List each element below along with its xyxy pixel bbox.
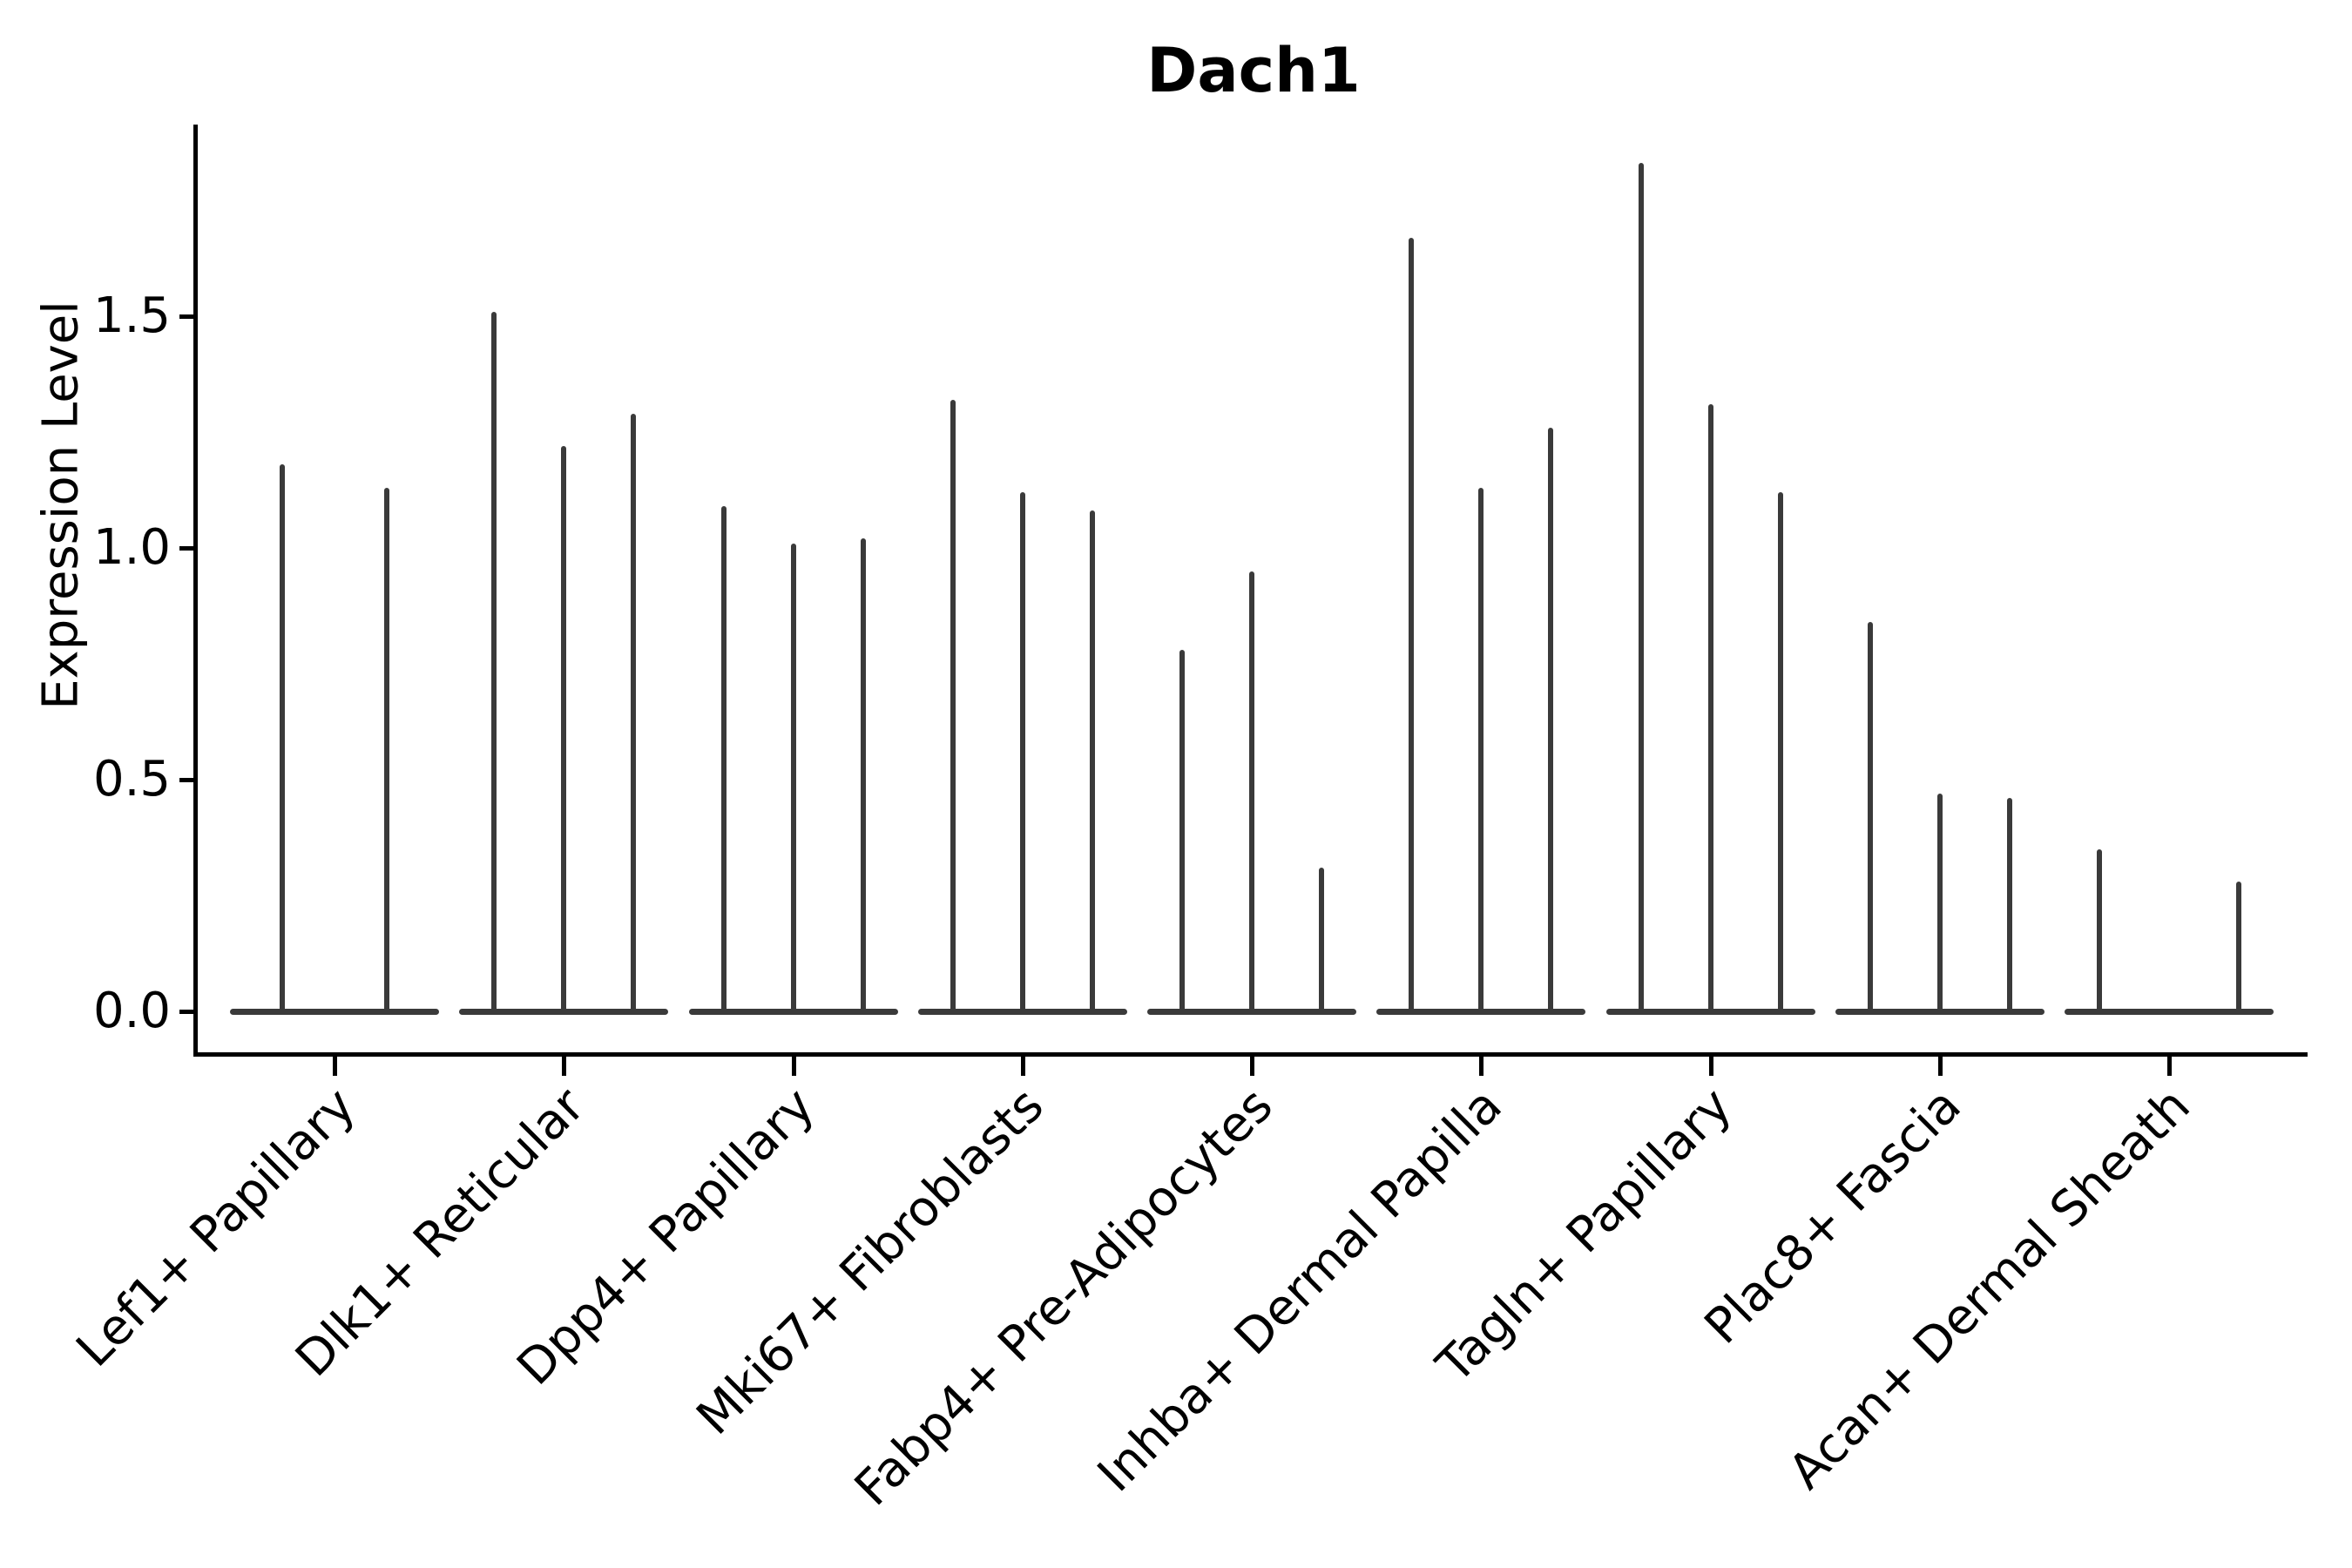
violin-spike (1409, 238, 1415, 1014)
violin-spike (1019, 492, 1025, 1014)
violin-spike (2006, 798, 2012, 1014)
violin-spike (1638, 163, 1644, 1014)
violin-spike (1249, 571, 1254, 1014)
violin-spike (631, 414, 637, 1014)
violin-spike (1089, 510, 1095, 1014)
x-tick-label: Acan+ Dermal Sheath (1778, 1077, 2201, 1501)
violin-spike (1707, 404, 1713, 1014)
chart-title: Dach1 (1146, 35, 1361, 106)
violin-spike (1936, 794, 1943, 1014)
violin-spike (720, 506, 727, 1014)
violin-spike (950, 400, 956, 1014)
violin-spike (1777, 492, 1783, 1014)
y-tick-label: 0.0 (92, 983, 171, 1039)
violin-spike (1478, 488, 1484, 1014)
violin-spike (280, 464, 285, 1014)
x-tick-label: Fabp4+ Pre-Adipocytes (844, 1077, 1284, 1517)
x-tick-mark (2167, 1057, 2172, 1076)
violin-spike (491, 312, 497, 1014)
y-tick-mark (179, 778, 193, 782)
y-tick-label: 0.5 (92, 751, 171, 808)
violin-base (2065, 1009, 2274, 1015)
x-tick-mark (1708, 1057, 1713, 1076)
violin-spike (2097, 849, 2102, 1014)
violin-spike (1319, 868, 1324, 1014)
y-tick-mark (179, 1010, 193, 1014)
violin-spike (384, 488, 389, 1014)
violin-spike (561, 446, 567, 1014)
x-tick-mark (333, 1057, 337, 1076)
x-tick-label: Inhba+ Dermal Papilla (1087, 1077, 1513, 1504)
y-axis-spine (193, 125, 198, 1057)
x-tick-mark (1937, 1057, 1943, 1076)
y-tick-label: 1.5 (92, 287, 171, 344)
x-tick-mark (562, 1057, 567, 1076)
x-tick-mark (791, 1057, 796, 1076)
violin-spike (860, 538, 866, 1014)
violin-spike (1867, 622, 1873, 1014)
x-axis-spine (193, 1052, 2308, 1057)
x-tick-mark (1020, 1057, 1025, 1076)
y-tick-label: 1.0 (92, 519, 171, 576)
y-axis-label: Expression Level (32, 301, 90, 710)
violin-spike (1548, 428, 1554, 1014)
y-tick-mark (179, 314, 193, 319)
x-tick-mark (1479, 1057, 1484, 1076)
violin-base (230, 1009, 439, 1015)
x-tick-mark (1250, 1057, 1254, 1076)
violin-spike (1179, 650, 1185, 1014)
violin-spike (790, 544, 796, 1014)
y-tick-mark (179, 546, 193, 551)
violin-spike (2236, 882, 2241, 1014)
